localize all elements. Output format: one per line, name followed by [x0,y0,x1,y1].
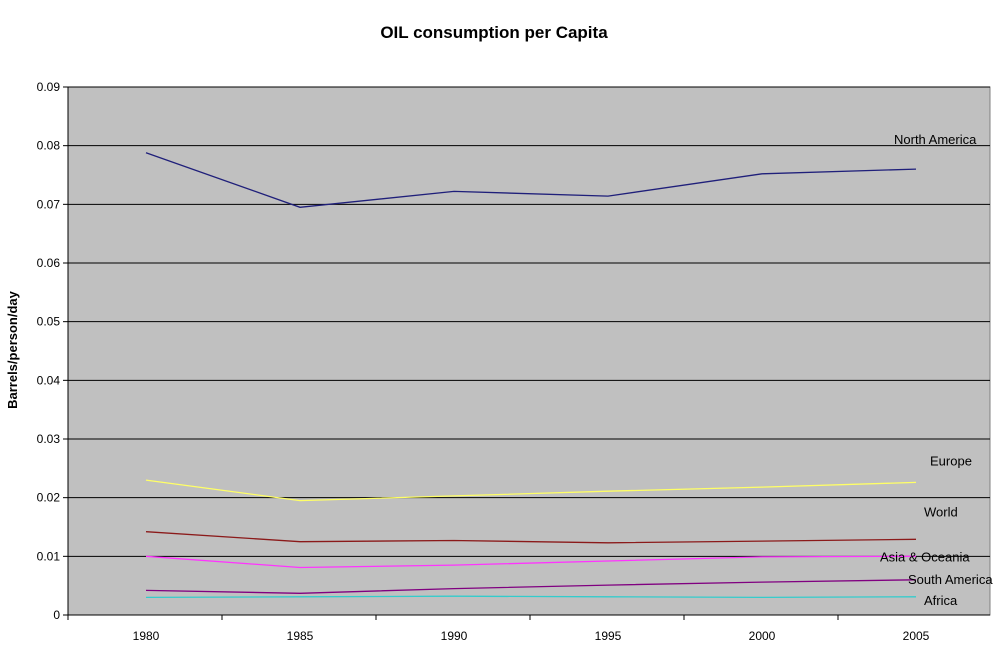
y-tick-label: 0.09 [37,80,61,94]
y-tick-label: 0.04 [37,373,61,387]
series-lines [145,152,917,599]
y-tick-label: 0.05 [37,315,61,329]
plot-area [67,86,991,616]
y-tick-label: 0.06 [37,256,61,270]
y-tick-label: 0.01 [37,549,61,563]
x-tick-labels: 1980 1985 1990 1995 2000 2005 [67,615,930,643]
y-tick-labels: 0 0.01 0.02 0.03 0.04 0.05 0.06 0.07 0.08 0.09 [37,80,68,622]
series-labels: North America Europe World Asia & Oceania So… [880,132,993,608]
y-tick-label: 0.08 [37,139,61,153]
y-tick-label: 0.07 [37,197,61,211]
y-tick-label: 0.02 [37,491,61,505]
x-tick-label: 1985 [287,629,314,643]
series-label: Asia & Oceania [880,549,970,564]
series-line-europe [145,479,917,502]
x-tick-label: 1995 [595,629,622,643]
x-tick-label: 1990 [441,629,468,643]
x-tick-label: 2005 [903,629,930,643]
y-tick-label: 0 [53,608,60,622]
series-line-south-america [145,579,917,594]
y-tick-label: 0.03 [37,432,61,446]
x-tick-label: 2000 [749,629,776,643]
series-label: World [924,504,958,519]
series-label: South America [908,572,993,587]
series-label: Africa [924,593,958,608]
series-line-africa [145,595,917,599]
series-line-world [145,531,917,544]
series-label: Europe [930,453,972,468]
series-line-asia-oceania [145,555,917,569]
x-tick-label: 1980 [133,629,160,643]
chart-title: OIL consumption per Capita [380,23,608,42]
series-line-north-america [145,152,917,208]
y-axis-label: Barrels/person/day [5,290,20,409]
series-label: North America [894,132,977,147]
